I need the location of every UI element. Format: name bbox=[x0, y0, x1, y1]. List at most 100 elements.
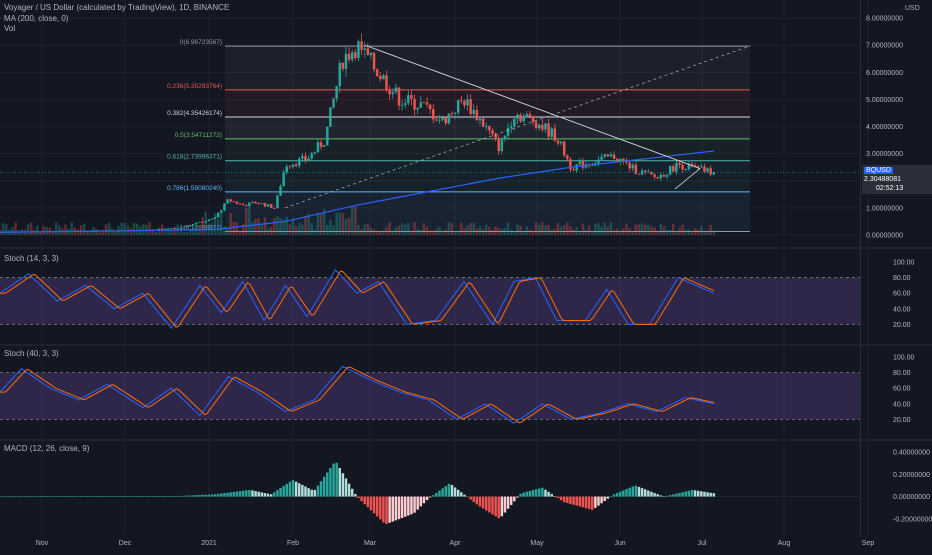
macd-bar bbox=[107, 496, 111, 497]
volume-bar bbox=[51, 230, 55, 235]
macd-bar bbox=[285, 483, 289, 497]
volume-bar bbox=[612, 229, 616, 235]
macd-bar bbox=[525, 491, 529, 497]
candle-body bbox=[425, 102, 429, 105]
macd-bar bbox=[634, 485, 638, 497]
candle-body bbox=[631, 164, 634, 169]
candle-body bbox=[700, 166, 703, 168]
macd-bar bbox=[273, 492, 276, 497]
macd-bar bbox=[142, 496, 145, 497]
candle-body bbox=[229, 199, 232, 202]
macd-bar bbox=[696, 490, 700, 497]
volume-bar bbox=[129, 227, 133, 235]
volume-bar bbox=[391, 230, 394, 235]
macd-bar bbox=[497, 496, 500, 519]
volume-bar bbox=[285, 216, 289, 235]
macd-bar bbox=[672, 494, 675, 497]
macd-bar bbox=[369, 496, 373, 511]
candle-body bbox=[581, 161, 585, 168]
macd-bar bbox=[335, 462, 338, 497]
volume-bar bbox=[481, 229, 485, 235]
volume-bar bbox=[195, 222, 198, 235]
volume-bar bbox=[263, 217, 267, 235]
candle-body bbox=[678, 163, 681, 165]
volume-bar bbox=[397, 225, 401, 235]
candle-body bbox=[341, 63, 345, 69]
macd-bar bbox=[145, 496, 148, 497]
macd-bar bbox=[491, 496, 494, 515]
candle-body bbox=[650, 171, 653, 175]
volume-bar bbox=[562, 225, 566, 235]
volume-bar bbox=[503, 227, 507, 235]
volume-bar bbox=[14, 222, 17, 235]
candle-body bbox=[628, 162, 631, 169]
volume-bar bbox=[647, 224, 650, 235]
macd-bar bbox=[562, 496, 566, 503]
volume-bar bbox=[625, 223, 628, 235]
candle-body bbox=[656, 177, 659, 179]
candle-body bbox=[251, 201, 254, 203]
macd-bar bbox=[269, 494, 273, 497]
candle-body bbox=[226, 199, 229, 204]
candle-body bbox=[198, 222, 201, 223]
macd-bar bbox=[559, 496, 563, 501]
candle-body bbox=[522, 116, 525, 122]
volume-bar bbox=[544, 225, 547, 235]
volume-bar bbox=[154, 231, 158, 235]
volume-bar bbox=[360, 229, 363, 235]
volume-bar bbox=[628, 227, 631, 235]
volume-bar bbox=[95, 229, 98, 235]
volume-bar bbox=[179, 230, 183, 235]
macd-bar bbox=[400, 496, 404, 518]
volume-bar bbox=[235, 222, 239, 235]
macd-bar bbox=[301, 484, 304, 497]
macd-bar bbox=[432, 495, 435, 497]
volume-bar bbox=[79, 225, 83, 235]
volume-bar bbox=[653, 227, 656, 235]
macd-bar bbox=[338, 468, 341, 497]
volume-bar bbox=[687, 229, 691, 235]
macd-bar bbox=[213, 494, 217, 497]
macd-bar bbox=[98, 496, 101, 497]
volume-bar bbox=[656, 231, 659, 235]
candle-body bbox=[547, 123, 550, 137]
candle-body bbox=[332, 98, 335, 108]
macd-bar bbox=[441, 488, 444, 497]
candle-body bbox=[279, 186, 282, 196]
candle-body bbox=[432, 109, 435, 120]
candle-body bbox=[562, 141, 566, 156]
x-tick-label: Mar bbox=[364, 540, 377, 547]
price-badge[interactable]: BQUSD 2.30488081 02:52:13 bbox=[862, 165, 932, 194]
candle-body bbox=[428, 104, 432, 110]
volume-bar bbox=[142, 224, 145, 235]
volume-bar bbox=[534, 222, 538, 235]
macd-bar bbox=[668, 495, 672, 497]
candle-body bbox=[260, 203, 264, 204]
macd-bar bbox=[703, 491, 706, 497]
macd-bar bbox=[216, 493, 220, 497]
x-tick-label: Jun bbox=[614, 540, 625, 547]
macd-bar bbox=[8, 496, 11, 498]
volume-bar bbox=[114, 231, 117, 235]
macd-bar bbox=[176, 496, 179, 497]
volume-bar bbox=[603, 222, 606, 235]
volume-bar bbox=[578, 231, 582, 235]
macd-bar bbox=[139, 496, 142, 497]
volume-bar bbox=[643, 224, 647, 235]
macd-bar bbox=[89, 496, 92, 497]
volume-bar bbox=[36, 225, 39, 235]
volume-bar bbox=[42, 225, 45, 235]
candle-body bbox=[347, 53, 351, 60]
volume-bar bbox=[316, 212, 320, 235]
candle-body bbox=[662, 174, 666, 177]
y-axis-unit: USD bbox=[905, 5, 920, 12]
volume-bar bbox=[594, 223, 597, 235]
volume-bar bbox=[151, 230, 154, 235]
volume-bar bbox=[307, 213, 310, 235]
candle-body bbox=[285, 166, 289, 173]
fib-zone bbox=[225, 138, 750, 161]
candle-body bbox=[397, 87, 401, 106]
volume-bar bbox=[379, 230, 382, 235]
